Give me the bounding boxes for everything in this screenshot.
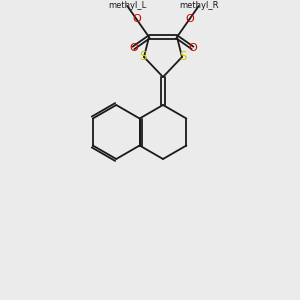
Text: O: O	[129, 43, 138, 53]
Text: methyl_R: methyl_R	[179, 2, 218, 10]
Text: O: O	[132, 14, 141, 24]
Text: methyl_L: methyl_L	[108, 2, 146, 10]
Text: O: O	[185, 14, 194, 24]
Text: S: S	[139, 50, 147, 64]
Text: O: O	[188, 43, 197, 53]
Text: S: S	[179, 50, 187, 64]
